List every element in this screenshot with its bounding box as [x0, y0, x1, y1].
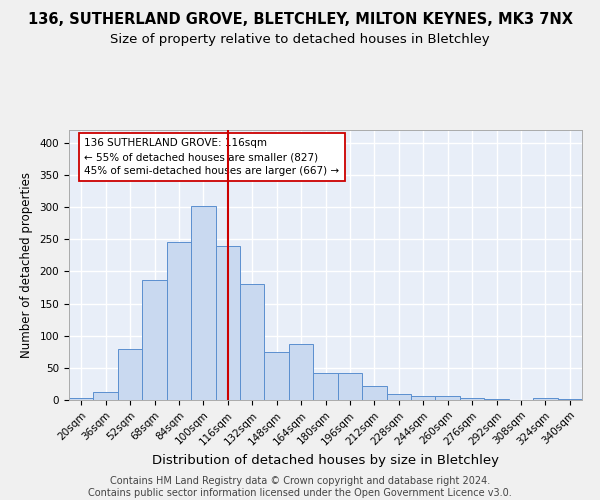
Bar — [191, 206, 215, 400]
Bar — [167, 242, 191, 400]
Bar — [436, 396, 460, 400]
Bar — [313, 373, 338, 400]
Bar — [265, 352, 289, 400]
X-axis label: Distribution of detached houses by size in Bletchley: Distribution of detached houses by size … — [152, 454, 499, 466]
Bar — [69, 398, 94, 400]
Text: Size of property relative to detached houses in Bletchley: Size of property relative to detached ho… — [110, 32, 490, 46]
Bar — [460, 398, 484, 400]
Bar — [118, 348, 142, 400]
Bar — [386, 394, 411, 400]
Bar — [240, 284, 265, 400]
Bar — [533, 398, 557, 400]
Bar — [215, 246, 240, 400]
Bar — [338, 373, 362, 400]
Bar — [484, 398, 509, 400]
Text: Contains HM Land Registry data © Crown copyright and database right 2024.
Contai: Contains HM Land Registry data © Crown c… — [88, 476, 512, 498]
Bar — [557, 398, 582, 400]
Y-axis label: Number of detached properties: Number of detached properties — [20, 172, 32, 358]
Bar — [289, 344, 313, 400]
Bar — [142, 280, 167, 400]
Bar — [362, 386, 386, 400]
Bar — [411, 396, 436, 400]
Text: 136 SUTHERLAND GROVE: 116sqm
← 55% of detached houses are smaller (827)
45% of s: 136 SUTHERLAND GROVE: 116sqm ← 55% of de… — [85, 138, 340, 176]
Text: 136, SUTHERLAND GROVE, BLETCHLEY, MILTON KEYNES, MK3 7NX: 136, SUTHERLAND GROVE, BLETCHLEY, MILTON… — [28, 12, 572, 28]
Bar — [94, 392, 118, 400]
